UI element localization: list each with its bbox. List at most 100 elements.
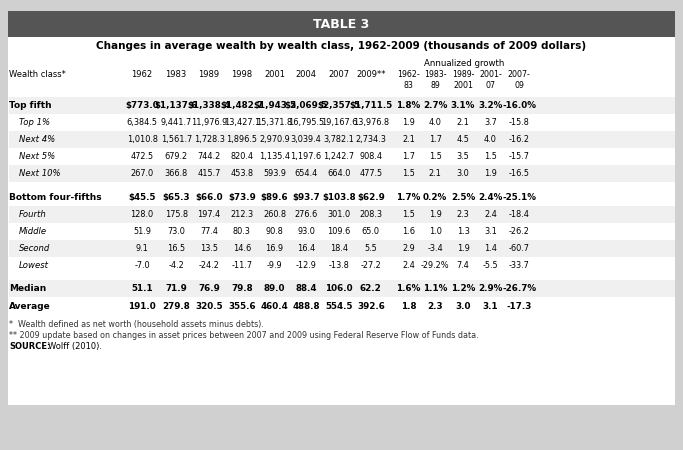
Text: 2.1: 2.1 [429,169,441,178]
Text: 6,384.5: 6,384.5 [126,118,158,127]
Text: 2.4: 2.4 [484,210,497,219]
Text: $62.9: $62.9 [357,193,385,202]
Text: 744.2: 744.2 [197,152,221,161]
Text: 109.6: 109.6 [327,227,350,236]
Text: 2.9%: 2.9% [478,284,503,293]
Text: 2,734.3: 2,734.3 [355,135,387,144]
Text: 89.0: 89.0 [264,284,285,293]
Text: Middle: Middle [19,227,47,236]
Text: 1,010.8: 1,010.8 [126,135,158,144]
Text: 16.4: 16.4 [297,244,315,253]
Text: 554.5: 554.5 [325,302,352,310]
Text: SOURCE:: SOURCE: [9,342,51,351]
Text: Wolff (2010).: Wolff (2010). [48,342,102,351]
Text: 1.5: 1.5 [402,169,415,178]
Text: 3.0: 3.0 [456,302,471,310]
Text: 1,135.4: 1,135.4 [259,152,290,161]
Text: 13.5: 13.5 [200,244,218,253]
Text: Annualized growth: Annualized growth [423,59,504,68]
Text: -17.3: -17.3 [506,302,532,310]
Text: 460.4: 460.4 [261,302,288,310]
Text: 3,782.1: 3,782.1 [323,135,354,144]
Text: 260.8: 260.8 [263,210,286,219]
Text: 1,242.7: 1,242.7 [323,152,354,161]
Text: 13,976.8: 13,976.8 [353,118,389,127]
Text: 3.2%: 3.2% [478,101,503,110]
Text: -16.2: -16.2 [509,135,529,144]
Text: 90.8: 90.8 [266,227,283,236]
Text: 2.1: 2.1 [402,135,415,144]
Text: -27.2: -27.2 [361,261,381,270]
Text: 279.8: 279.8 [163,302,190,310]
Text: -26.7%: -26.7% [502,284,536,293]
Text: Top fifth: Top fifth [9,101,51,110]
Text: 16,795.5: 16,795.5 [288,118,324,127]
Text: 1.8: 1.8 [401,302,416,310]
Text: -24.2: -24.2 [199,261,219,270]
Text: 453.8: 453.8 [230,169,253,178]
Text: $1,711.5: $1,711.5 [349,101,393,110]
Text: Lowest: Lowest [19,261,49,270]
Text: $1,338.4: $1,338.4 [187,101,231,110]
Text: -33.7: -33.7 [509,261,529,270]
Text: -5.5: -5.5 [483,261,498,270]
Text: 664.0: 664.0 [327,169,350,178]
Text: 2.4%: 2.4% [478,193,503,202]
Text: Next 5%: Next 5% [19,152,55,161]
Text: -26.2: -26.2 [509,227,529,236]
Text: Median: Median [9,284,46,293]
Text: -25.1%: -25.1% [502,193,536,202]
Text: 1989: 1989 [199,70,219,79]
Text: 73.0: 73.0 [167,227,185,236]
Text: *  Wealth defined as net worth (household assets minus debts).: * Wealth defined as net worth (household… [9,320,264,329]
Text: 71.9: 71.9 [165,284,187,293]
Text: 3.1: 3.1 [484,227,497,236]
Text: 1962: 1962 [132,70,152,79]
Text: -16.0%: -16.0% [502,101,536,110]
Text: 4.5: 4.5 [457,135,469,144]
Text: $773.0: $773.0 [125,101,159,110]
Text: 3.1: 3.1 [483,302,498,310]
Text: 1.6: 1.6 [402,227,415,236]
Text: Changes in average wealth by wealth class, 1962-2009 (thousands of 2009 dollars): Changes in average wealth by wealth clas… [96,41,587,51]
Text: 2.3: 2.3 [428,302,443,310]
Text: Top 1%: Top 1% [19,118,51,127]
Text: Average: Average [9,302,51,310]
Text: 301.0: 301.0 [327,210,350,219]
Text: -29.2%: -29.2% [421,261,449,270]
Text: 197.4: 197.4 [197,210,221,219]
Text: 1.7%: 1.7% [396,193,421,202]
Text: 18.4: 18.4 [330,244,348,253]
Text: 908.4: 908.4 [359,152,382,161]
Text: 3.7: 3.7 [484,118,497,127]
Text: 472.5: 472.5 [130,152,154,161]
Text: 19,167.6: 19,167.6 [320,118,357,127]
Text: 2009**: 2009** [356,70,386,79]
Text: $2,069.5: $2,069.5 [284,101,328,110]
Text: 2007: 2007 [329,70,349,79]
Text: 1962-
83: 1962- 83 [397,70,420,90]
Text: 4.0: 4.0 [429,118,441,127]
Text: -15.7: -15.7 [509,152,529,161]
Text: TABLE 3: TABLE 3 [313,18,370,31]
Text: 1.1%: 1.1% [423,284,447,293]
Text: $103.8: $103.8 [322,193,356,202]
Text: 5.5: 5.5 [365,244,377,253]
Text: 1.9: 1.9 [402,118,415,127]
Text: 1989-
2001: 1989- 2001 [452,70,474,90]
Text: 11,976.9: 11,976.9 [191,118,227,127]
Text: $93.7: $93.7 [292,193,320,202]
Text: 212.3: 212.3 [230,210,253,219]
Text: 15,371.8: 15,371.8 [257,118,292,127]
Text: -4.2: -4.2 [168,261,184,270]
Text: -16.5: -16.5 [509,169,529,178]
Text: $89.6: $89.6 [261,193,288,202]
Text: 76.9: 76.9 [198,284,220,293]
Text: 3.1%: 3.1% [451,101,475,110]
Text: $65.3: $65.3 [163,193,190,202]
Text: 65.0: 65.0 [362,227,380,236]
Text: 2001: 2001 [264,70,285,79]
Text: 80.3: 80.3 [233,227,251,236]
Text: 392.6: 392.6 [357,302,385,310]
Text: -15.8: -15.8 [509,118,529,127]
